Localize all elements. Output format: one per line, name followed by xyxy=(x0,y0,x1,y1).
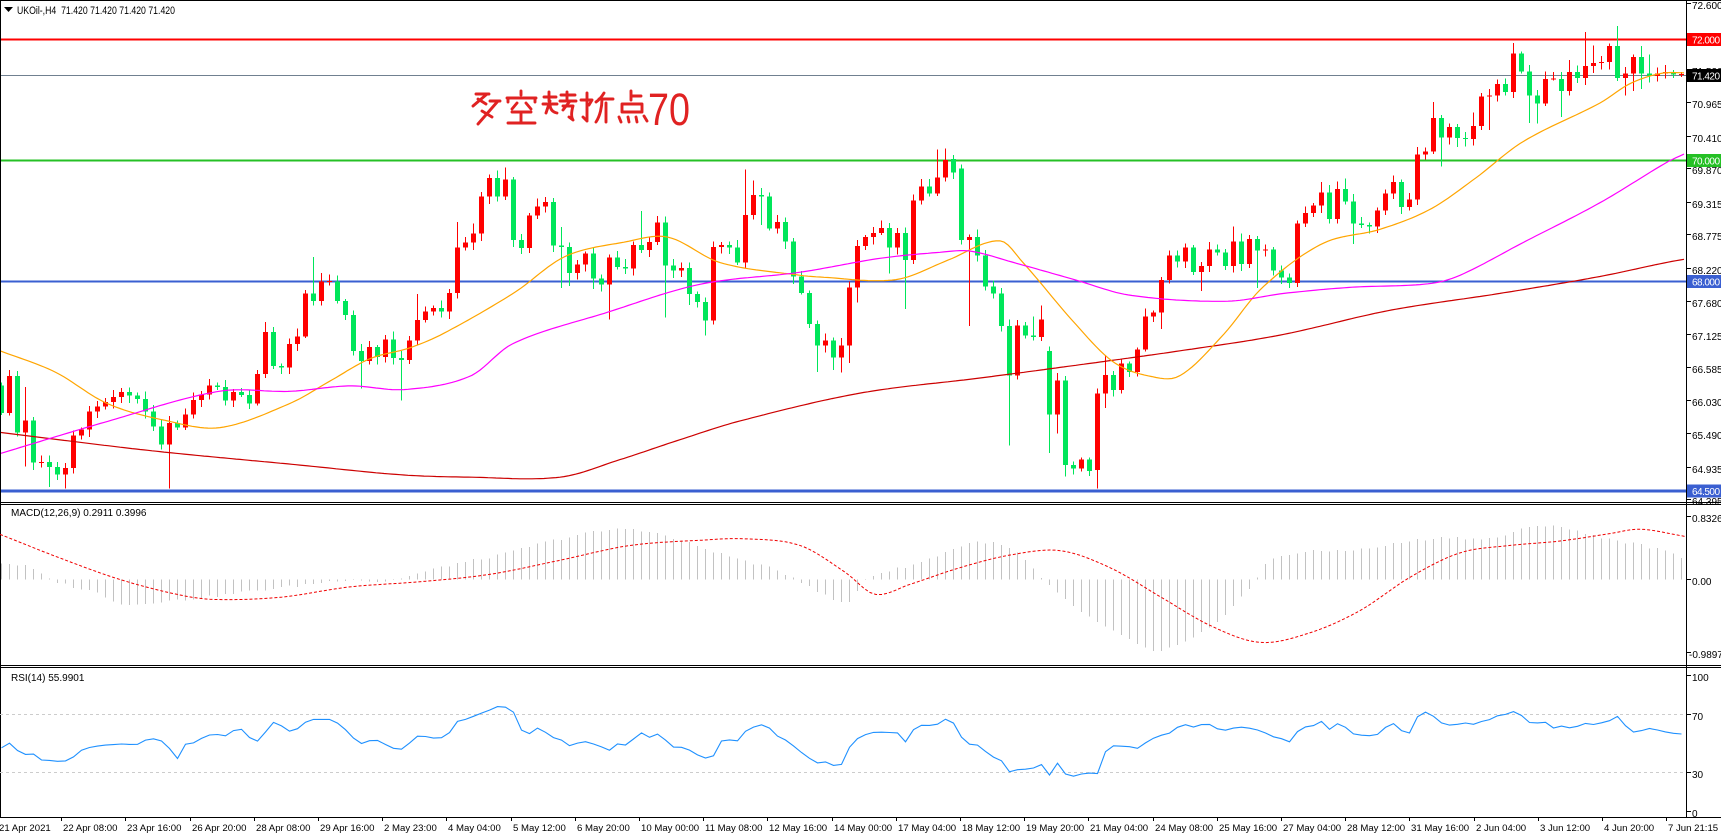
svg-text:4 May 04:00: 4 May 04:00 xyxy=(448,823,501,834)
svg-text:25 May 16:00: 25 May 16:00 xyxy=(1219,823,1277,834)
svg-text:100: 100 xyxy=(1692,673,1709,684)
svg-text:69.315: 69.315 xyxy=(1692,200,1721,211)
svg-text:68.775: 68.775 xyxy=(1692,232,1721,243)
svg-text:68.000: 68.000 xyxy=(1692,278,1720,289)
svg-text:0: 0 xyxy=(1692,809,1698,820)
svg-text:0.00: 0.00 xyxy=(1692,577,1712,588)
svg-text:64.395: 64.395 xyxy=(1692,497,1721,508)
svg-text:70.410: 70.410 xyxy=(1692,134,1721,145)
svg-text:28 May 12:00: 28 May 12:00 xyxy=(1347,823,1405,834)
svg-text:71.420: 71.420 xyxy=(1692,72,1720,83)
svg-text:22 Apr 08:00: 22 Apr 08:00 xyxy=(63,823,117,834)
svg-text:24 May 08:00: 24 May 08:00 xyxy=(1155,823,1213,834)
svg-text:2 Jun 04:00: 2 Jun 04:00 xyxy=(1476,823,1526,834)
svg-text:65.490: 65.490 xyxy=(1692,431,1721,442)
svg-text:3 Jun 12:00: 3 Jun 12:00 xyxy=(1540,823,1590,834)
svg-text:70: 70 xyxy=(1692,712,1704,723)
svg-text:MACD(12,26,9) 0.2911 0.3996: MACD(12,26,9) 0.2911 0.3996 xyxy=(11,508,147,519)
svg-text:5 May 12:00: 5 May 12:00 xyxy=(513,823,566,834)
svg-text:26 Apr 20:00: 26 Apr 20:00 xyxy=(192,823,246,834)
svg-text:18 May 12:00: 18 May 12:00 xyxy=(962,823,1020,834)
svg-text:21 Apr 2021: 21 Apr 2021 xyxy=(0,823,51,834)
svg-text:70: 70 xyxy=(648,84,690,135)
svg-text:14 May 00:00: 14 May 00:00 xyxy=(834,823,892,834)
svg-text:72.000: 72.000 xyxy=(1692,36,1720,47)
svg-text:7 Jun 21:15: 7 Jun 21:15 xyxy=(1668,823,1718,834)
svg-text:2 May 23:00: 2 May 23:00 xyxy=(384,823,437,834)
svg-text:27 May 04:00: 27 May 04:00 xyxy=(1283,823,1341,834)
svg-text:4 Jun 20:00: 4 Jun 20:00 xyxy=(1604,823,1654,834)
svg-text:70.965: 70.965 xyxy=(1692,100,1721,111)
svg-text:64.500: 64.500 xyxy=(1692,487,1720,498)
svg-text:12 May 16:00: 12 May 16:00 xyxy=(769,823,827,834)
svg-text:10 May 00:00: 10 May 00:00 xyxy=(641,823,699,834)
svg-text:66.030: 66.030 xyxy=(1692,398,1721,409)
svg-text:70.000: 70.000 xyxy=(1692,157,1720,168)
svg-text:67.125: 67.125 xyxy=(1692,332,1721,343)
svg-text:69.870: 69.870 xyxy=(1692,166,1721,177)
svg-text:30: 30 xyxy=(1692,770,1704,781)
svg-text:31 May 16:00: 31 May 16:00 xyxy=(1411,823,1469,834)
svg-text:66.585: 66.585 xyxy=(1692,365,1721,376)
svg-text:11 May 08:00: 11 May 08:00 xyxy=(705,823,762,834)
svg-text:67.680: 67.680 xyxy=(1692,299,1721,310)
svg-text:RSI(14) 55.9901: RSI(14) 55.9901 xyxy=(11,673,85,684)
svg-text:28 Apr 08:00: 28 Apr 08:00 xyxy=(256,823,310,834)
svg-text:64.935: 64.935 xyxy=(1692,465,1721,476)
svg-text:-0.9897: -0.9897 xyxy=(1689,650,1721,661)
svg-text:19 May 20:00: 19 May 20:00 xyxy=(1026,823,1084,834)
svg-text:UKOil-,H4 71.420 71.420 71.42: UKOil-,H4 71.420 71.420 71.420 71.420 xyxy=(17,5,175,17)
svg-text:6 May 20:00: 6 May 20:00 xyxy=(577,823,630,834)
svg-text:21 May 04:00: 21 May 04:00 xyxy=(1090,823,1148,834)
svg-text:17 May 04:00: 17 May 04:00 xyxy=(898,823,956,834)
svg-text:68.220: 68.220 xyxy=(1692,266,1721,277)
svg-text:29 Apr 16:00: 29 Apr 16:00 xyxy=(320,823,374,834)
svg-text:23 Apr 16:00: 23 Apr 16:00 xyxy=(127,823,181,834)
svg-text:72.600: 72.600 xyxy=(1692,1,1721,12)
svg-text:0.8326: 0.8326 xyxy=(1692,514,1721,525)
